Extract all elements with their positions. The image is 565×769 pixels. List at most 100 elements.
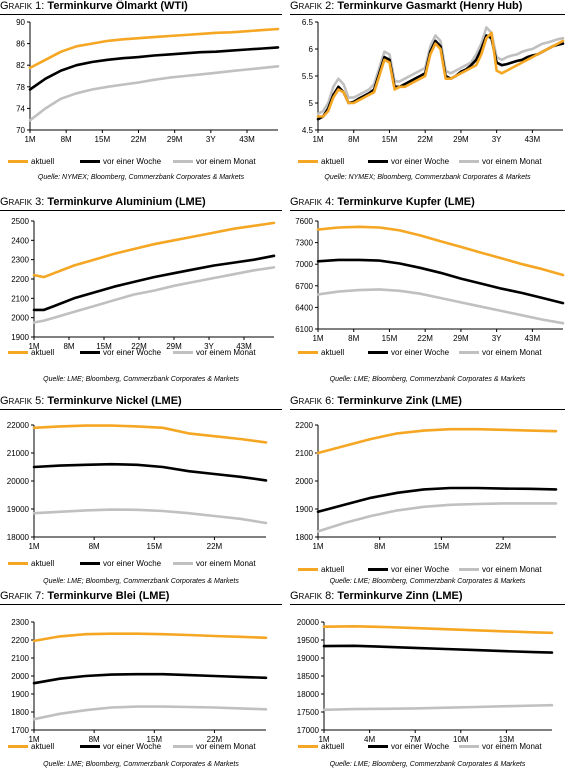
chart-panel-6: Grafik 6: Terminkurve Zink (LME) 1800 1900…	[290, 395, 565, 585]
y-tick-label: 20000	[297, 618, 320, 627]
legend-swatch	[80, 160, 100, 163]
chart-title: Grafik 7: Terminkurve Blei (LME)	[0, 590, 169, 602]
x-tick-label: 8M	[63, 342, 74, 351]
chart-title: Grafik 2: Terminkurve Gasmarkt (Henry Hu…	[290, 0, 522, 12]
x-tick-label: 15M	[95, 135, 111, 144]
y-tick-label: 1800	[11, 708, 29, 717]
legend-item-aktuell: aktuell	[298, 565, 344, 574]
legend-swatch	[80, 562, 100, 565]
x-tick-label: 1M	[28, 342, 39, 351]
x-tick-label: 29M	[453, 135, 469, 144]
chart-legend: aktuell vor einer Woche vor einem Monat	[4, 157, 278, 169]
chart-title-text: Terminkurve Nickel (LME)	[47, 395, 182, 407]
legend-item-woche: vor einer Woche	[368, 742, 449, 751]
axis-lines	[33, 425, 266, 538]
legend-label: vor einem Monat	[196, 157, 256, 166]
series-line-woche	[316, 486, 558, 514]
chart-panel-1: Grafik 1: Terminkurve Ölmarkt (WTI) 70 74 7…	[0, 0, 282, 190]
x-tick-label: 43M	[239, 135, 255, 144]
chart-panel-3: Grafik 3: Terminkurve Aluminium (LME) 190…	[0, 196, 282, 386]
chart-panel-7: Grafik 7: Terminkurve Blei (LME) 1700 1800…	[0, 590, 282, 769]
x-tick-label: 22M	[417, 334, 433, 343]
legend-swatch	[459, 745, 479, 748]
legend-label: vor einer Woche	[103, 348, 162, 357]
chart-legend: aktuell vor einer Woche vor einem Monat	[294, 565, 561, 577]
legend-label: vor einem Monat	[196, 559, 256, 568]
legend-swatch	[173, 745, 193, 748]
x-tick-label: 29M	[167, 135, 183, 144]
legend-swatch	[173, 160, 193, 163]
x-tick-label: 29M	[453, 334, 469, 343]
legend-item-woche: vor einer Woche	[80, 559, 161, 568]
series-line-aktuell	[32, 221, 276, 279]
x-tick-label: 1M	[312, 542, 323, 551]
y-tick-label: 74	[16, 104, 25, 113]
y-tick-label: 2400	[11, 236, 29, 245]
y-tick-label: 2000	[11, 672, 29, 681]
title-rule	[0, 14, 282, 15]
x-tick-label: 8M	[348, 334, 359, 343]
legend-item-aktuell: aktuell	[8, 559, 54, 568]
x-tick-label: 8M	[89, 542, 100, 551]
chart-title: Grafik 5: Terminkurve Nickel (LME)	[0, 395, 182, 407]
series-line-woche	[32, 254, 276, 312]
legend-swatch	[8, 160, 28, 163]
chart-title-text: Terminkurve Zinn (LME)	[337, 590, 463, 602]
y-tick-label: 19000	[7, 505, 30, 514]
x-tick-label: 15M	[96, 342, 112, 351]
y-tick-label: 1900	[11, 690, 29, 699]
chart-title: Grafik 3: Terminkurve Aluminium (LME)	[0, 196, 206, 208]
series-line-monat	[32, 705, 268, 721]
series-line-aktuell	[32, 424, 268, 444]
y-tick-label: 5.5	[302, 72, 314, 81]
y-tick-label: 1900	[11, 333, 29, 342]
title-rule	[0, 604, 282, 605]
y-tick-label: 86	[16, 40, 25, 49]
x-tick-label: 22M	[207, 542, 223, 551]
x-tick-label: 8M	[348, 135, 359, 144]
chart-legend: aktuell vor einer Woche vor einem Monat	[4, 742, 278, 754]
chart-panel-8: Grafik 8: Terminkurve Zinn (LME) 17000 175…	[290, 590, 565, 769]
x-tick-label: 4M	[364, 735, 375, 744]
legend-item-monat: vor einem Monat	[173, 157, 256, 166]
legend-label: vor einem Monat	[196, 742, 256, 751]
y-tick-label: 2200	[11, 636, 29, 645]
x-tick-label: 8M	[61, 135, 72, 144]
legend-item-monat: vor einem Monat	[173, 348, 256, 357]
chart-source: Quelle: LME; Bloomberg, Commerzbank Corp…	[43, 376, 239, 383]
chart-source: Quelle: LME; Bloomberg, Commerzbank Corp…	[329, 578, 526, 585]
axis-lines	[317, 22, 563, 131]
line-chart: 17000 17500 18000 18500 19000 19500 20000 1M 4M 7…	[297, 618, 554, 744]
x-tick-label: 29M	[166, 342, 182, 351]
legend-label: vor einem Monat	[482, 348, 542, 357]
line-chart: 1800 1900 2000 2100 2200 1M 8M 15M 22M	[295, 421, 558, 551]
series-line-woche	[316, 258, 565, 305]
legend-swatch	[368, 745, 388, 748]
axis-lines	[33, 221, 274, 338]
axis-lines	[317, 221, 563, 330]
y-tick-label: 6400	[295, 303, 313, 312]
legend-item-monat: vor einem Monat	[173, 559, 256, 568]
series-line-monat	[32, 266, 276, 324]
x-tick-label: 15M	[382, 334, 398, 343]
x-tick-label: 13M	[499, 735, 515, 744]
x-tick-label: 3Y	[492, 334, 502, 343]
x-tick-label: 15M	[382, 135, 398, 144]
x-tick-label: 1M	[24, 135, 35, 144]
y-tick-label: 78	[16, 83, 25, 92]
chart-title-prefix: Grafik 8:	[290, 590, 335, 602]
y-tick-label: 22000	[7, 421, 30, 430]
legend-swatch	[298, 160, 318, 163]
chart-title: Grafik 4: Terminkurve Kupfer (LME)	[290, 196, 475, 208]
series-line-woche	[32, 672, 268, 685]
chart-title: Grafik 8: Terminkurve Zinn (LME)	[290, 590, 463, 602]
series-line-aktuell	[316, 225, 565, 277]
series-line-woche	[32, 462, 268, 482]
y-tick-label: 2200	[295, 421, 313, 430]
y-tick-label: 6100	[295, 325, 313, 334]
chart-legend: aktuell vor einer Woche vor einem Monat	[4, 348, 278, 360]
y-tick-label: 1700	[11, 726, 29, 735]
chart-title-prefix: Grafik 2:	[290, 0, 335, 12]
legend-swatch	[459, 351, 479, 354]
y-tick-label: 1900	[295, 505, 313, 514]
